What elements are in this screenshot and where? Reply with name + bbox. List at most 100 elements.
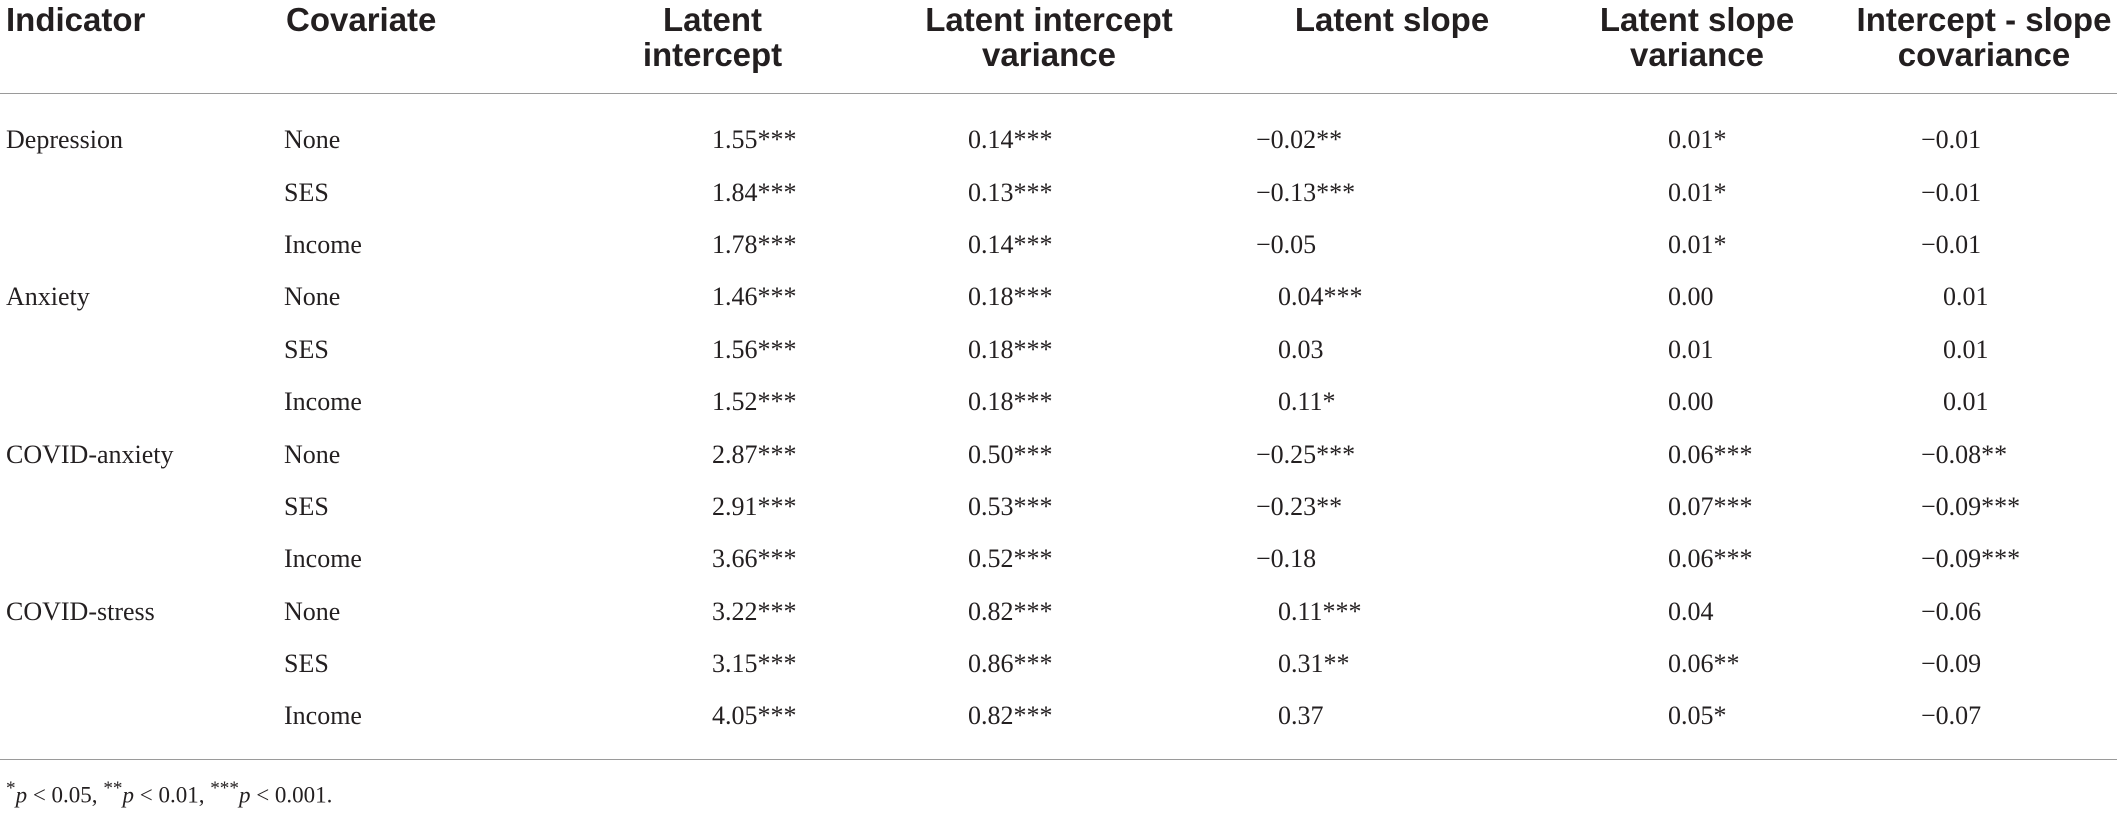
header-row: Indicator Covariate Latent intercept Late… [0,0,2117,94]
latent-slope-cell: −0.13*** [1256,177,1356,207]
latent-slope-variance-cell: 0.06*** [1668,544,1753,574]
latent-intercept-cell: 1.55*** [712,125,797,155]
covariance-cell: 0.01 [1943,282,1989,312]
covariance-cell: −0.01 [1921,177,1982,207]
header-intercept-slope-covariance: Intercept - slope covariance [1856,1,2112,73]
latent-slope-variance-cell: 0.04 [1668,596,1714,626]
latent-slope-variance-cell: 0.01* [1668,229,1727,259]
results-table: Indicator Covariate Latent intercept Late… [0,0,2117,760]
indicator-cell [0,690,280,759]
covariance-cell: −0.01 [1921,229,1982,259]
latent-intercept-variance-cell: 0.53*** [968,491,1053,521]
latent-slope-variance-cell: 0.05* [1668,701,1727,731]
covariate-cell: None [284,439,341,469]
latent-intercept-cell: 3.15*** [712,649,797,679]
latent-slope-cell: 0.03 [1278,334,1324,364]
table-row: Anxiety None 1.46*** 0.18*** 0.04*** 0.00 0.01 [0,271,2117,323]
latent-slope-cell: −0.25*** [1256,439,1356,469]
latent-slope-cell: −0.05 [1256,229,1317,259]
latent-intercept-cell: 1.84*** [712,177,797,207]
covariance-cell: −0.08** [1921,439,2008,469]
table-body: Depression None 1.55*** 0.14*** −0.02** 0.01*… [0,94,2117,760]
latent-slope-cell: 0.37 [1278,701,1324,731]
latent-intercept-variance-cell: 0.82*** [968,596,1053,626]
covariance-cell: −0.01 [1921,125,1982,155]
latent-intercept-variance-cell: 0.18*** [968,334,1053,364]
header-indicator: Indicator [6,1,146,38]
covariate-cell: None [284,596,341,626]
latent-intercept-variance-cell: 0.14*** [968,229,1053,259]
covariate-cell: Income [284,387,362,417]
latent-intercept-variance-cell: 0.14*** [968,125,1053,155]
covariate-cell: Income [284,701,362,731]
latent-slope-variance-cell: 0.07*** [1668,491,1753,521]
latent-intercept-cell: 3.22*** [712,596,797,626]
indicator-cell: Anxiety [6,282,90,312]
latent-intercept-variance-cell: 0.13*** [968,177,1053,207]
latent-intercept-cell: 1.46*** [712,282,797,312]
header-latent-intercept-variance: Latent intercept variance [925,1,1173,73]
latent-slope-variance-cell: 0.01* [1668,177,1727,207]
header-covariate: Covariate [286,1,437,38]
indicator-cell [0,166,280,218]
indicator-cell [0,533,280,585]
latent-slope-cell: −0.18 [1256,544,1317,574]
indicator-cell [0,219,280,271]
table-row: SES 1.56*** 0.18*** 0.03 0.01 0.01 [0,324,2117,376]
latent-slope-cell: 0.11*** [1278,596,1362,626]
indicator-cell [0,638,280,690]
latent-intercept-cell: 1.78*** [712,229,797,259]
covariance-cell: −0.09*** [1921,491,2021,521]
table-row: Depression None 1.55*** 0.14*** −0.02** 0.01*… [0,94,2117,167]
latent-intercept-variance-cell: 0.18*** [968,282,1053,312]
latent-slope-variance-cell: 0.06*** [1668,439,1753,469]
covariate-cell: None [284,125,341,155]
table-row: Income 3.66*** 0.52*** −0.18 0.06*** −0.09*** [0,533,2117,585]
latent-intercept-cell: 1.56*** [712,334,797,364]
covariate-cell: SES [284,649,329,679]
latent-intercept-variance-cell: 0.50*** [968,439,1053,469]
latent-intercept-variance-cell: 0.18*** [968,387,1053,417]
latent-intercept-cell: 2.87*** [712,439,797,469]
latent-slope-variance-cell: 0.00 [1668,282,1714,312]
covariance-cell: −0.07 [1921,701,1982,731]
indicator-cell [0,481,280,533]
latent-slope-cell: −0.23** [1256,491,1343,521]
latent-slope-cell: −0.02** [1256,125,1343,155]
covariance-cell: 0.01 [1943,334,1989,364]
latent-slope-cell: 0.11* [1278,387,1336,417]
covariance-cell: 0.01 [1943,387,1989,417]
table-row: Income 1.52*** 0.18*** 0.11* 0.00 0.01 [0,376,2117,428]
latent-intercept-cell: 1.52*** [712,387,797,417]
header-latent-intercept: Latent intercept [642,1,783,73]
latent-intercept-variance-cell: 0.52*** [968,544,1053,574]
table-row: Income 4.05*** 0.82*** 0.37 0.05* −0.07 [0,690,2117,760]
header-latent-slope-variance: Latent slope variance [1599,1,1795,73]
latent-slope-variance-cell: 0.01 [1668,334,1714,364]
indicator-cell [0,376,280,428]
header-latent-slope: Latent slope [1294,1,1490,38]
latent-slope-variance-cell: 0.06** [1668,649,1740,679]
indicator-cell: COVID-anxiety [6,439,174,469]
indicator-cell [0,324,280,376]
latent-intercept-cell: 4.05*** [712,701,797,731]
table-row: COVID-anxiety None 2.87*** 0.50*** −0.25*** 0… [0,428,2117,480]
covariate-cell: SES [284,334,329,364]
covariance-cell: −0.09 [1921,649,1982,679]
covariate-cell: SES [284,491,329,521]
table-row: Income 1.78*** 0.14*** −0.05 0.01* −0.01 [0,219,2117,271]
table-row: SES 2.91*** 0.53*** −0.23** 0.07*** −0.09*** [0,481,2117,533]
latent-slope-cell: 0.31** [1278,649,1350,679]
latent-slope-variance-cell: 0.00 [1668,387,1714,417]
covariance-cell: −0.09*** [1921,544,2021,574]
footnote: *p < 0.05, **p < 0.01, ***p < 0.001. [6,778,333,808]
latent-intercept-cell: 2.91*** [712,491,797,521]
covariance-cell: −0.06 [1921,596,1982,626]
table-row: COVID-stress None 3.22*** 0.82*** 0.11*** 0.0… [0,586,2117,638]
latent-intercept-variance-cell: 0.86*** [968,649,1053,679]
table-row: SES 3.15*** 0.86*** 0.31** 0.06** −0.09 [0,638,2117,690]
indicator-cell: Depression [6,125,123,155]
latent-slope-variance-cell: 0.01* [1668,125,1727,155]
covariate-cell: Income [284,544,362,574]
covariate-cell: SES [284,177,329,207]
